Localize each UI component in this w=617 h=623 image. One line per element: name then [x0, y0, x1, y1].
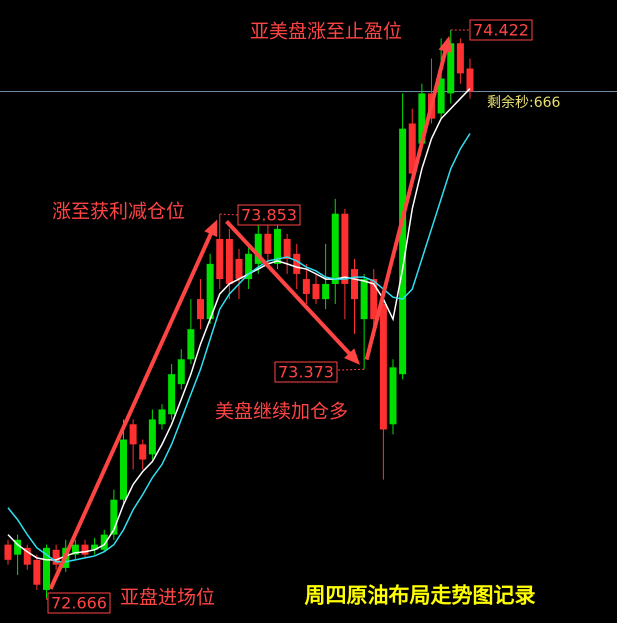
candle-body: [4, 544, 12, 560]
candle-body: [23, 547, 31, 565]
candle-body: [302, 279, 310, 294]
candle-body: [331, 213, 339, 284]
candle-body: [466, 68, 474, 92]
candle-body: [283, 238, 291, 260]
price-label: 73.373: [278, 363, 334, 382]
candle-body: [100, 534, 108, 550]
moving-average: [7, 133, 471, 563]
price-label-box: [237, 204, 301, 226]
candle-body: [168, 374, 176, 415]
candle-body: [71, 544, 79, 555]
annotation-text: 亚美盘涨至止盈位: [250, 21, 402, 43]
candle-body: [110, 499, 118, 535]
candle-body: [370, 279, 378, 320]
candle-body: [245, 253, 253, 280]
candle-body: [52, 549, 60, 565]
annotation-leader: [219, 213, 239, 216]
candle-body: [235, 259, 243, 280]
price-label-box: [274, 361, 338, 383]
candle-body: [158, 409, 166, 425]
chart-title: 周四原油布局走势图记录: [305, 583, 536, 608]
candle-body: [264, 233, 272, 254]
candle-body: [293, 253, 301, 274]
candle-body: [274, 228, 281, 264]
candle-body: [312, 283, 320, 300]
candle-body: [14, 539, 22, 555]
candle-body: [197, 299, 204, 320]
arrow-shaft: [364, 45, 449, 361]
price-label: 73.853: [241, 206, 297, 225]
candle-body: [120, 439, 127, 500]
candle-body: [139, 444, 147, 460]
arrow-shaft: [225, 220, 355, 359]
candle-body: [389, 367, 397, 425]
candle-body: [418, 93, 426, 144]
annotation-text: 美盘继续加仓多: [215, 401, 348, 423]
candle-body: [177, 359, 185, 385]
candle-body: [437, 78, 445, 114]
candle-body: [447, 43, 455, 94]
arrow-head: [438, 35, 453, 54]
candle-body: [408, 123, 416, 174]
price-label-box: [47, 592, 111, 614]
candle-body: [91, 544, 99, 550]
candle-body: [81, 544, 89, 555]
candle-body: [379, 303, 387, 430]
candle-body: [187, 329, 195, 360]
arrow-head: [204, 219, 218, 237]
candle-body: [129, 424, 137, 445]
price-label-box: [469, 19, 533, 41]
candle-body: [351, 269, 358, 300]
candle-body: [148, 419, 156, 455]
candle-body: [33, 559, 41, 585]
arrow-head: [344, 348, 361, 365]
price-label: 72.666: [51, 594, 107, 613]
candle-body: [456, 43, 464, 74]
candle-body: [322, 283, 330, 300]
arrow-shaft: [48, 227, 215, 590]
countdown-label: 剩余秒:666: [487, 94, 561, 111]
candle-body: [216, 238, 224, 280]
candle-body: [341, 213, 349, 284]
candle-body: [399, 128, 407, 375]
moving-average: [7, 88, 471, 561]
candle-body: [43, 547, 50, 590]
price-label: 74.422: [473, 21, 529, 40]
annotation-text: 涨至获利减仓位: [52, 201, 185, 223]
candle-body: [360, 279, 368, 320]
candle-body: [206, 263, 214, 320]
candle-body: [254, 233, 262, 264]
annotation-text: 亚盘进场位: [120, 587, 215, 609]
candle-body: [225, 238, 233, 284]
